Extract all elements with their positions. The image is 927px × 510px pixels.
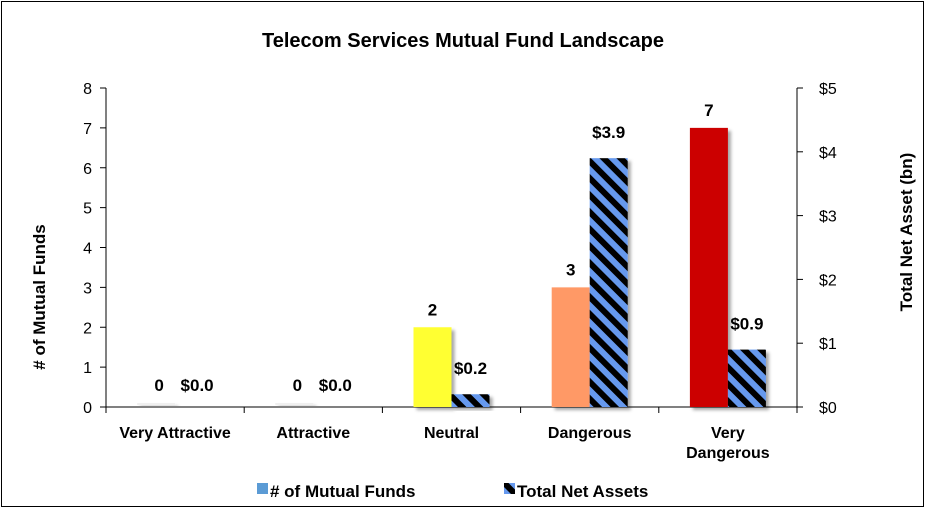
y-left-tick-label: 3	[83, 280, 92, 297]
y-left-tick-label: 0	[83, 400, 92, 417]
category-label: Very	[711, 425, 745, 442]
y-left-axis-title: # of Mutual Funds	[30, 224, 49, 369]
legend: # of Mutual Funds Total Net Assets	[257, 482, 648, 501]
chart-title: Telecom Services Mutual Fund Landscape	[262, 30, 664, 52]
legend-label-funds: # of Mutual Funds	[270, 482, 415, 501]
funds-data-label: 3	[566, 260, 575, 279]
assets-data-label: $3.9	[592, 123, 625, 142]
y-right-tick-label: $4	[819, 145, 837, 162]
legend-swatch-assets	[504, 483, 515, 494]
y-left-tick-label: 4	[83, 241, 92, 258]
assets-bar	[451, 394, 490, 407]
y-right-tick-label: $5	[819, 81, 837, 98]
axes: 0 1 2 3 4 5 6 7 8 $0 $1 $2 $3 $4 $5	[83, 81, 837, 417]
funds-bar	[689, 127, 728, 407]
assets-data-label: $0.0	[319, 376, 352, 395]
funds-bar	[413, 327, 452, 407]
funds-data-label: 0	[293, 376, 302, 395]
y-left-tick-label: 1	[83, 360, 92, 377]
assets-data-label: $0.2	[454, 359, 487, 378]
y-left-tick-label: 8	[83, 81, 92, 98]
y-right-axis-title: Total Net Asset (bn)	[897, 153, 916, 312]
category-label: Attractive	[276, 425, 350, 442]
y-right-tick-label: $0	[819, 400, 837, 417]
y-left-tick-label: 5	[83, 201, 92, 218]
funds-data-label: 0	[154, 376, 163, 395]
funds-bar	[137, 403, 176, 405]
bars-group	[137, 127, 766, 407]
y-left-tick-label: 2	[83, 320, 92, 337]
category-label: Dangerous	[686, 445, 770, 462]
assets-bar	[727, 349, 766, 407]
funds-bar	[551, 287, 590, 407]
assets-bar	[589, 158, 628, 407]
category-label: Dangerous	[548, 425, 632, 442]
y-right-tick-label: $1	[819, 336, 837, 353]
funds-data-label: 7	[704, 101, 713, 120]
category-label: Very Attractive	[119, 425, 231, 442]
data-labels-group: 0 $0.0 0 $0.0 2 $0.2 3 $3.9 7 $0.9	[154, 101, 763, 395]
y-left-tick-label: 7	[83, 121, 92, 138]
legend-label-assets: Total Net Assets	[517, 482, 648, 501]
y-right-tick-label: $2	[819, 272, 837, 289]
legend-swatch-funds	[257, 483, 268, 494]
funds-data-label: 2	[428, 300, 437, 319]
assets-data-label: $0.0	[181, 376, 214, 395]
y-left-tick-label: 6	[83, 161, 92, 178]
funds-bar	[275, 403, 314, 405]
y-right-tick-label: $3	[819, 209, 837, 226]
category-labels-group: Very Attractive Attractive Neutral Dangerou…	[119, 425, 769, 462]
assets-data-label: $0.9	[730, 315, 763, 334]
category-label: Neutral	[424, 425, 479, 442]
